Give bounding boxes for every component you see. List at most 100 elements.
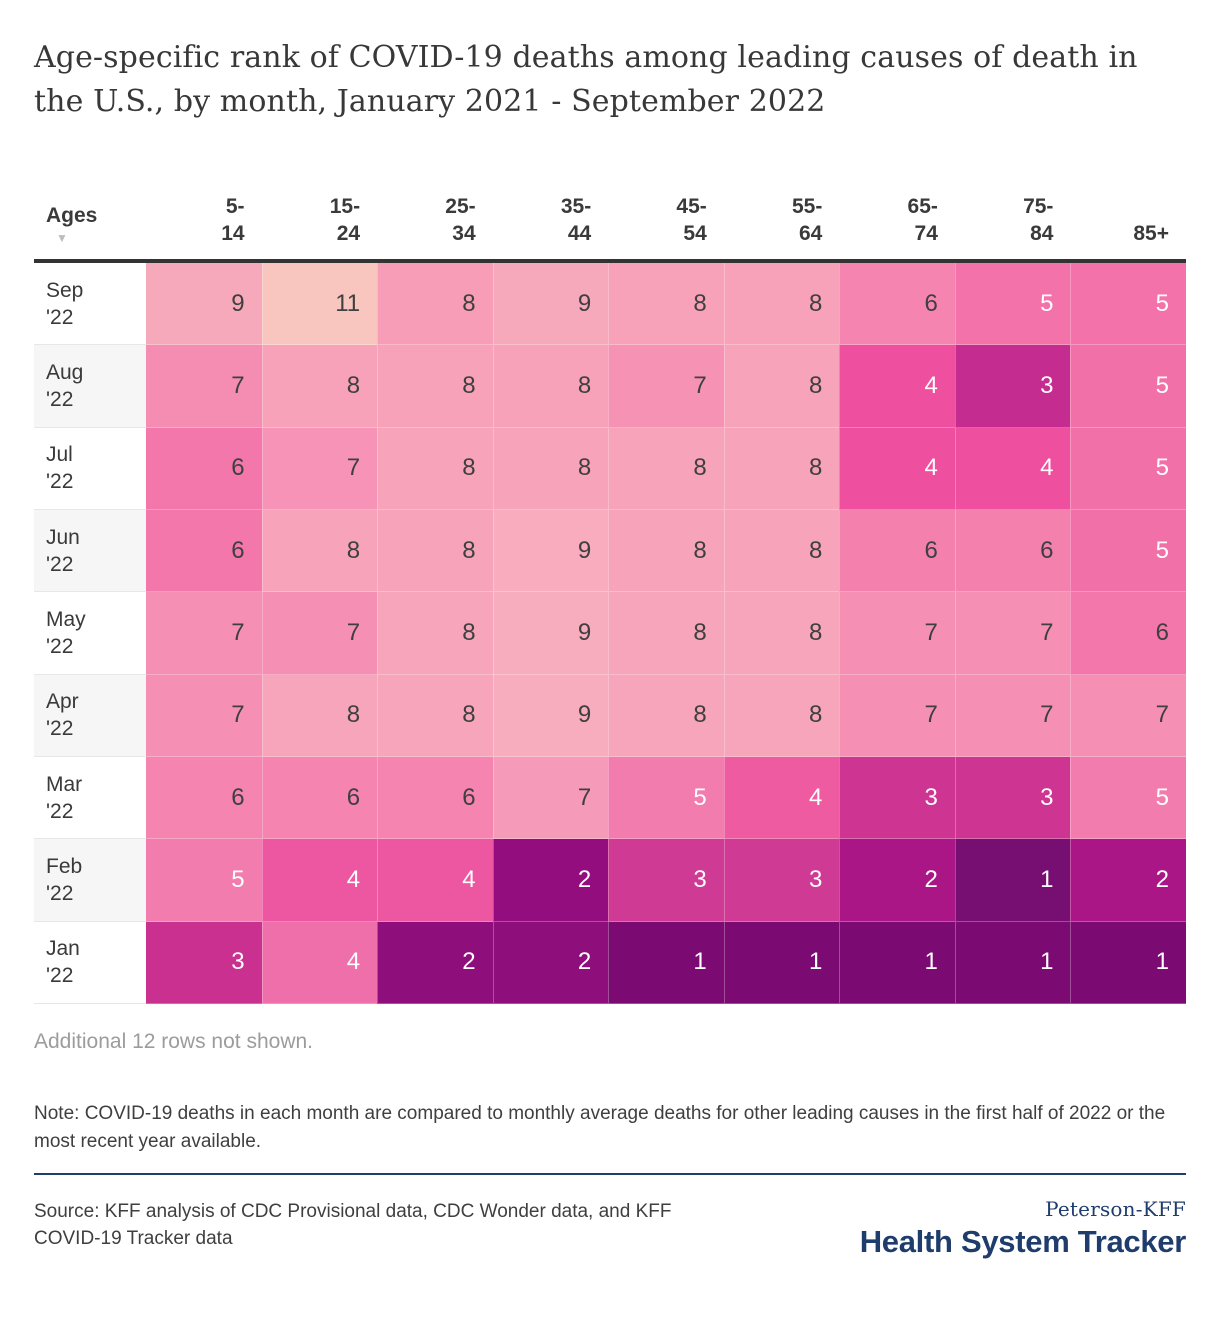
- heatmap-cell: 4: [723, 756, 840, 840]
- heatmap-cell: 7: [146, 345, 262, 428]
- heatmap-cell: 8: [608, 592, 724, 675]
- heatmap-cell: 2: [839, 839, 955, 922]
- chart-title: Age-specific rank of COVID-19 deaths amo…: [34, 40, 1138, 119]
- heatmap-cell: 8: [377, 509, 493, 593]
- heatmap-cell: 8: [492, 345, 609, 428]
- heatmap-cell: 9: [146, 263, 262, 346]
- heatmap-cell: 8: [377, 345, 493, 428]
- heatmap-cell: 8: [377, 592, 493, 675]
- heatmap-cell: 8: [377, 674, 493, 757]
- row-label-month: May: [46, 607, 86, 631]
- heatmap-cell: 3: [954, 756, 1071, 840]
- heatmap-cell: 4: [839, 345, 955, 428]
- heatmap-cell: 7: [146, 674, 262, 757]
- heatmap-cell: 6: [954, 509, 1071, 593]
- heatmap-cell: 7: [954, 592, 1071, 675]
- heatmap-cell: 4: [954, 427, 1071, 510]
- footer: Source: KFF analysis of CDC Provisional …: [34, 1197, 1186, 1260]
- heatmap-cell: 5: [608, 756, 724, 840]
- heatmap-cell: 9: [492, 674, 609, 757]
- ages-sort-header[interactable]: Ages ▼: [34, 169, 146, 259]
- heatmap-cell: 8: [261, 674, 378, 757]
- heatmap-cell: 7: [146, 592, 262, 675]
- row-label-month: Sep: [46, 278, 84, 302]
- source-text: Source: KFF analysis of CDC Provisional …: [34, 1201, 672, 1250]
- row-label-year: '22: [46, 964, 74, 988]
- row-label-month: Mar: [46, 772, 83, 796]
- row-label-year: '22: [46, 881, 74, 905]
- note-text: Note: COVID-19 deaths in each month are …: [34, 1102, 1166, 1152]
- row-label: Apr '22: [34, 674, 146, 757]
- row-label: Feb '22: [34, 839, 146, 922]
- heatmap-cell: 7: [839, 674, 955, 757]
- heatmap-cell: 6: [146, 427, 262, 510]
- row-label-month: Jul: [46, 443, 73, 467]
- heatmap-cell: 2: [1070, 839, 1186, 922]
- heatmap-cell: 7: [261, 427, 378, 510]
- heatmap-table: Ages ▼ 5- 14 15- 24 25- 34 35- 44 45- 54 55- …: [34, 169, 1186, 1004]
- heatmap-cell: 6: [839, 509, 955, 593]
- heatmap-cell: 9: [492, 592, 609, 675]
- table-body: Sep '22 9 11 8 9 8 8 6 5 5 Aug '22 7 8 8 8 7 8 4 3 5 Jul '22 6 7 8…: [34, 263, 1186, 1004]
- row-label-month: Aug: [46, 360, 84, 384]
- table-row: Mar '22 6 6 6 7 5 4 3 3 5: [34, 756, 1186, 840]
- row-label: Jul '22: [34, 427, 146, 510]
- heatmap-cell: 8: [608, 509, 724, 593]
- heatmap-cell: 6: [261, 756, 378, 840]
- heatmap-cell: 5: [1070, 427, 1186, 510]
- table-row: Jan '22 3 4 2 2 1 1 1 1 1: [34, 921, 1186, 1004]
- row-label-year: '22: [46, 799, 74, 823]
- row-label: Jun '22: [34, 509, 146, 593]
- heatmap-cell: 7: [492, 756, 609, 840]
- row-label-year: '22: [46, 470, 74, 494]
- heatmap-cell: 8: [608, 674, 724, 757]
- table-row: Jun '22 6 8 8 9 8 8 6 6 5: [34, 509, 1186, 593]
- column-header-65-74: 65- 74: [907, 195, 938, 245]
- row-label-year: '22: [46, 552, 74, 576]
- table-row: Feb '22 5 4 4 2 3 3 2 1 2: [34, 839, 1186, 922]
- heatmap-cell: 8: [492, 427, 609, 510]
- heatmap-cell: 1: [839, 921, 955, 1004]
- heatmap-cell: 9: [492, 263, 609, 346]
- heatmap-cell: 2: [492, 921, 609, 1004]
- ages-header-label: Ages: [46, 204, 98, 227]
- heatmap-cell: 8: [608, 427, 724, 510]
- peterson-kff-health-system-tracker-logo[interactable]: Peterson-KFF Health System Tracker: [859, 1197, 1187, 1260]
- table-row: Sep '22 9 11 8 9 8 8 6 5 5: [34, 263, 1186, 346]
- heatmap-cell: 8: [608, 263, 724, 346]
- logo-peterson-kff: Peterson-KFF: [1045, 1197, 1186, 1222]
- table-row: Aug '22 7 8 8 8 7 8 4 3 5: [34, 345, 1186, 428]
- heatmap-cell: 1: [723, 921, 840, 1004]
- heatmap-cell: 11: [261, 263, 378, 346]
- heatmap-cell: 3: [954, 345, 1071, 428]
- heatmap-cell: 8: [377, 263, 493, 346]
- heatmap-cell: 7: [954, 674, 1071, 757]
- row-label-year: '22: [46, 634, 74, 658]
- heatmap-cell: 8: [723, 345, 840, 428]
- heatmap-cell: 3: [146, 921, 262, 1004]
- heatmap-cell: 2: [377, 921, 493, 1004]
- heatmap-cell: 3: [723, 839, 840, 922]
- heatmap-cell: 5: [1070, 756, 1186, 840]
- row-label: Sep '22: [34, 263, 146, 346]
- column-header-45-54: 45- 54: [676, 195, 707, 245]
- heatmap-cell: 7: [608, 345, 724, 428]
- heatmap-cell: 5: [1070, 345, 1186, 428]
- heatmap-cell: 9: [492, 509, 609, 593]
- heatmap-cell: 8: [723, 509, 840, 593]
- additional-rows-note: Additional 12 rows not shown.: [34, 1029, 313, 1053]
- column-header-85+: 85+: [1133, 222, 1169, 245]
- heatmap-cell: 5: [146, 839, 262, 922]
- heatmap-cell: 8: [723, 674, 840, 757]
- heatmap-cell: 1: [954, 839, 1071, 922]
- heatmap-cell: 8: [261, 345, 378, 428]
- table-row: Apr '22 7 8 8 9 8 8 7 7 7: [34, 674, 1186, 757]
- row-label-year: '22: [46, 305, 74, 329]
- row-label: Jan '22: [34, 921, 146, 1004]
- heatmap-cell: 5: [1070, 509, 1186, 593]
- logo-health-system-tracker: Health System Tracker: [859, 1224, 1187, 1260]
- table-row: Jul '22 6 7 8 8 8 8 4 4 5: [34, 427, 1186, 510]
- heatmap-cell: 3: [839, 756, 955, 840]
- heatmap-cell: 8: [377, 427, 493, 510]
- column-header-35-44: 35- 44: [560, 195, 592, 245]
